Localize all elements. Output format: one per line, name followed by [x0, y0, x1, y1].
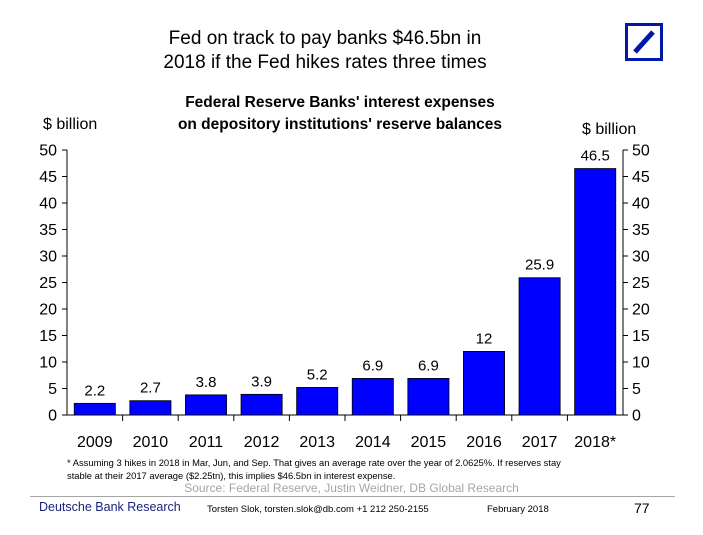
right-y-tick-label: 35 [632, 222, 650, 239]
right-y-tick-label: 5 [632, 381, 641, 398]
data-label: 3.9 [251, 373, 272, 390]
x-tick-label: 2018* [574, 434, 616, 451]
x-tick-label: 2013 [299, 434, 335, 451]
x-tick-label: 2016 [466, 434, 502, 451]
bar [73, 402, 116, 416]
bar [240, 393, 283, 416]
right-y-tick-label: 30 [632, 249, 650, 266]
chart-title: Federal Reserve Banks' interest expenses… [110, 92, 570, 136]
x-tick-label: 2014 [355, 434, 391, 451]
left-y-tick-label: 35 [39, 222, 57, 239]
bar [518, 277, 561, 416]
headline-line-1: Fed on track to pay banks $46.5bn in [168, 28, 482, 49]
left-y-tick-label: 20 [39, 302, 57, 319]
data-label: 2.2 [84, 382, 105, 399]
headline-line-2: 2018 if the Fed hikes rates three times [163, 52, 487, 73]
data-label: 25.9 [525, 257, 554, 274]
left-y-tick-label: 30 [39, 249, 57, 266]
x-tick-label: 2015 [411, 434, 447, 451]
headline: Fed on track to pay banks $46.5bn in 201… [70, 27, 580, 75]
bar-chart: 0 0 5 5 10 10 15 15 20 20 25 25 30 30 35 35 40 40 45 45 50 50… [39, 143, 650, 452]
bar [574, 168, 617, 416]
right-y-tick-label: 50 [632, 143, 650, 160]
x-tick-label: 2011 [189, 434, 224, 451]
page-number: 77 [634, 500, 650, 516]
bar [185, 394, 227, 416]
right-y-tick-label: 25 [632, 275, 650, 292]
data-label: 3.8 [196, 374, 217, 391]
data-label: 6.9 [362, 357, 383, 374]
chart-title-line-1: Federal Reserve Banks' interest expenses [185, 94, 495, 111]
data-label: 5.2 [307, 366, 328, 383]
right-y-tick-label: 40 [632, 196, 650, 213]
right-y-tick-label: 20 [632, 302, 650, 319]
source-note: Source: Federal Reserve, Justin Weidner,… [184, 481, 519, 495]
left-axis-unit-label: $ billion [43, 116, 98, 133]
data-label: 12 [476, 330, 493, 347]
bar [351, 378, 394, 416]
left-y-tick-label: 5 [48, 381, 57, 398]
footer-divider [30, 496, 675, 497]
left-y-tick-label: 40 [39, 196, 57, 213]
right-y-tick-label: 45 [632, 169, 650, 186]
left-y-tick-label: 0 [48, 408, 57, 425]
left-y-tick-label: 50 [39, 143, 57, 160]
right-y-tick-label: 15 [632, 328, 650, 345]
left-y-tick-label: 15 [39, 328, 57, 345]
deutsche-bank-logo-icon [625, 23, 663, 61]
footnote-line-1: * Assuming 3 hikes in 2018 in Mar, Jun, … [67, 457, 561, 468]
footer-brand: Deutsche Bank Research [39, 500, 181, 514]
left-y-tick-label: 25 [39, 275, 57, 292]
left-y-tick-label: 10 [39, 355, 57, 372]
left-y-tick-label: 45 [39, 169, 57, 186]
data-label: 46.5 [581, 148, 610, 165]
footnote-line-2: stable at their 2017 average ($2.25tn), … [67, 470, 396, 481]
bar [407, 378, 450, 416]
bar [296, 387, 339, 416]
chart-title-line-2: on depository institutions' reserve bala… [177, 116, 503, 133]
footer-author: Torsten Slok, torsten.slok@db.com +1 212… [207, 504, 429, 515]
data-label: 6.9 [418, 357, 439, 374]
x-tick-label: 2012 [244, 434, 280, 451]
right-y-tick-label: 10 [632, 355, 650, 372]
right-y-tick-label: 0 [632, 408, 641, 425]
data-label: 2.7 [140, 380, 161, 397]
x-tick-label: 2009 [77, 434, 113, 451]
right-axis-unit-label: $ billion [582, 121, 637, 138]
bar [463, 350, 505, 416]
bar [129, 400, 172, 416]
footer-date: February 2018 [487, 504, 549, 515]
footnote: * Assuming 3 hikes in 2018 in Mar, Jun, … [67, 456, 657, 482]
x-tick-label: 2010 [133, 434, 169, 451]
x-tick-label: 2017 [522, 434, 558, 451]
